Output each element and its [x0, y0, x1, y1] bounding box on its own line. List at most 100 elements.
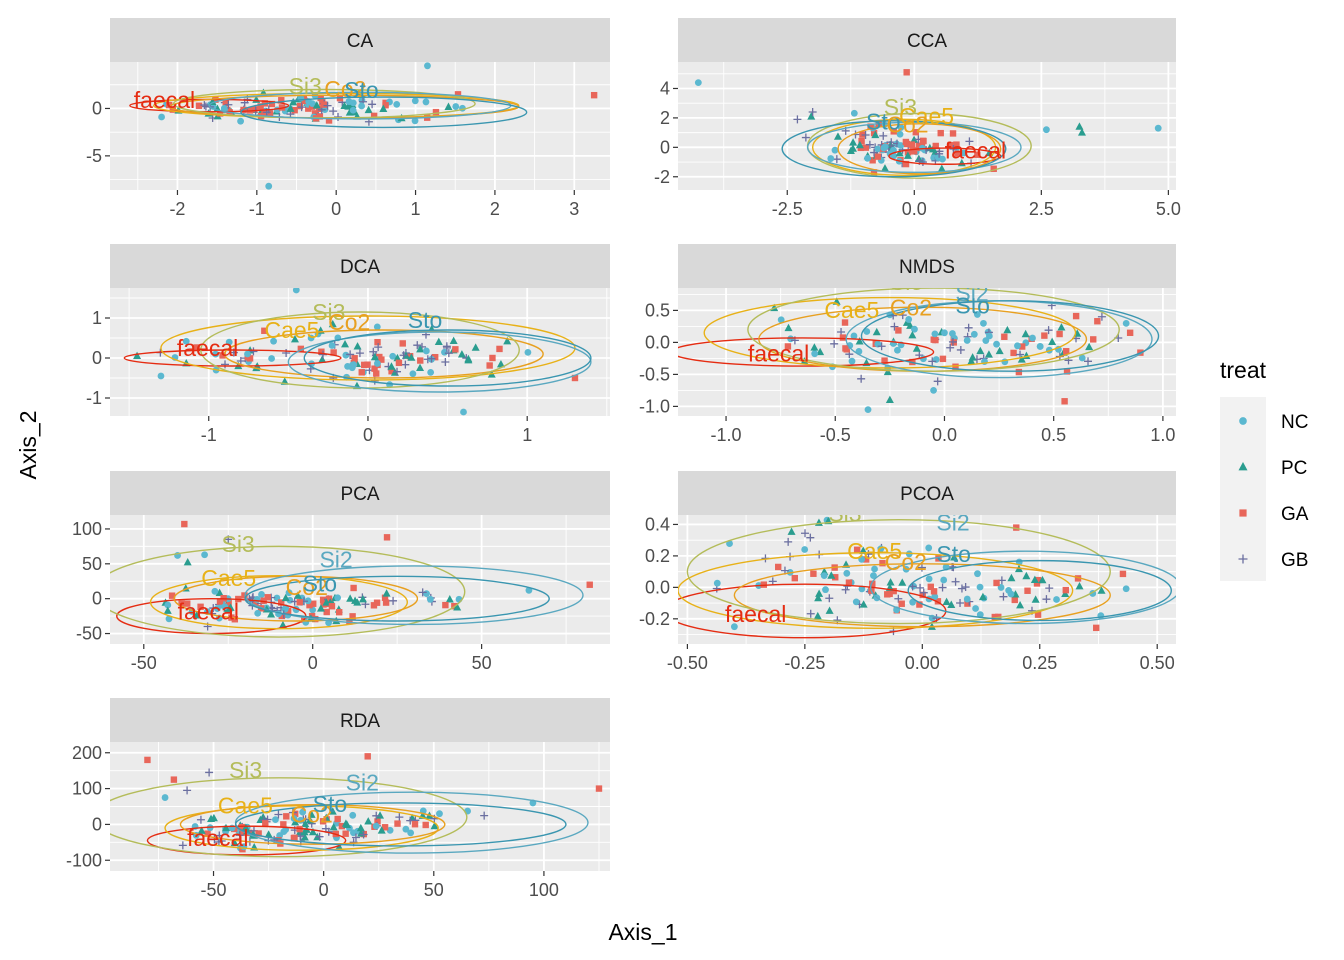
point-gb [274, 810, 283, 819]
point-nc [931, 330, 939, 338]
point-gb [951, 577, 960, 586]
point-gb [768, 577, 777, 586]
point-ga [489, 354, 496, 362]
point-ga [853, 546, 861, 554]
point-pc [300, 833, 309, 841]
point-pc [345, 108, 354, 116]
point-gb [406, 816, 415, 825]
point-pc [967, 357, 976, 365]
y-tick-label: 50 [82, 554, 102, 574]
point-nc [960, 149, 968, 157]
point-ga [257, 103, 264, 110]
y-tick-label: 1 [92, 308, 102, 328]
point-nc [182, 337, 190, 345]
point-nc [411, 97, 419, 105]
group-label-si3: Si3 [229, 757, 262, 783]
legend-label-nc: NC [1281, 412, 1308, 433]
legend-title: treat [1220, 357, 1267, 383]
point-nc [858, 555, 866, 563]
point-pc [358, 594, 367, 603]
point-nc [897, 142, 905, 149]
point-nc [874, 145, 882, 153]
point-pc [434, 337, 443, 346]
point-pc [464, 355, 473, 364]
point-ga [358, 369, 365, 376]
point-ga [319, 818, 327, 825]
y-tick-label: 2 [660, 108, 670, 128]
point-pc [978, 592, 987, 601]
point-pc [1075, 581, 1084, 590]
point-ga [571, 374, 579, 382]
point-ga [349, 613, 356, 620]
x-tick-label: -2 [169, 199, 185, 219]
point-gb [1042, 595, 1051, 604]
point-ga [296, 599, 303, 606]
point-ga [1013, 524, 1020, 531]
point-pc [1038, 575, 1047, 584]
point-gb [372, 811, 381, 820]
point-ga [1034, 611, 1042, 618]
point-nc [848, 357, 856, 365]
point-ga [1093, 624, 1100, 632]
x-tick-label: 0.0 [902, 199, 927, 219]
point-ga [346, 618, 353, 625]
strip-cca [678, 18, 1176, 62]
point-pc [880, 164, 889, 172]
point-gb [401, 360, 410, 369]
point-gb [196, 815, 205, 824]
point-pc [886, 578, 895, 586]
point-nc [426, 595, 434, 603]
point-ga [231, 616, 239, 623]
point-ga [381, 594, 389, 601]
point-ga [870, 169, 878, 176]
point-nc [864, 406, 872, 413]
point-ga [374, 818, 381, 825]
point-ga [895, 327, 902, 334]
legend-key-nc [1239, 417, 1247, 425]
point-ga [841, 319, 849, 326]
point-nc [963, 337, 971, 344]
point-gb [395, 813, 404, 822]
point-pc [341, 340, 350, 348]
point-nc [905, 316, 913, 323]
point-ga [266, 110, 274, 117]
y-tick-label: 100 [72, 779, 102, 799]
point-gb [933, 377, 942, 386]
point-nc [894, 346, 901, 354]
point-gb [948, 337, 957, 346]
group-label-sto: Sto [344, 77, 379, 103]
group-label-co2: Co2 [886, 112, 928, 138]
point-ga [251, 106, 258, 113]
point-pc [883, 367, 892, 376]
point-nc [863, 328, 871, 335]
point-nc [822, 586, 829, 594]
point-gb [832, 155, 841, 164]
point-nc [268, 355, 275, 362]
x-tick-label: -50 [201, 880, 227, 900]
point-pc [430, 821, 439, 830]
point-nc [993, 340, 1000, 348]
point-nc [265, 182, 273, 190]
point-gb [444, 349, 453, 358]
point-gb [919, 588, 928, 597]
x-tick-label: 1 [522, 425, 532, 445]
point-ga [995, 613, 1002, 621]
point-ga [842, 345, 849, 352]
point-ga [1126, 329, 1134, 336]
point-nc [896, 130, 904, 138]
point-ga [370, 112, 378, 120]
point-ga [1119, 570, 1127, 578]
ellipse-cae5 [678, 552, 1074, 629]
point-pc [453, 603, 462, 611]
point-ga [867, 123, 874, 130]
group-label-cae5: Cae5 [264, 317, 319, 343]
group-label-sto: Sto [955, 293, 990, 319]
group-label-cae5: Cae5 [218, 793, 273, 819]
point-gb [374, 343, 383, 352]
point-ga [283, 813, 290, 820]
x-tick-label: 2 [490, 199, 500, 219]
point-ga [395, 359, 403, 367]
